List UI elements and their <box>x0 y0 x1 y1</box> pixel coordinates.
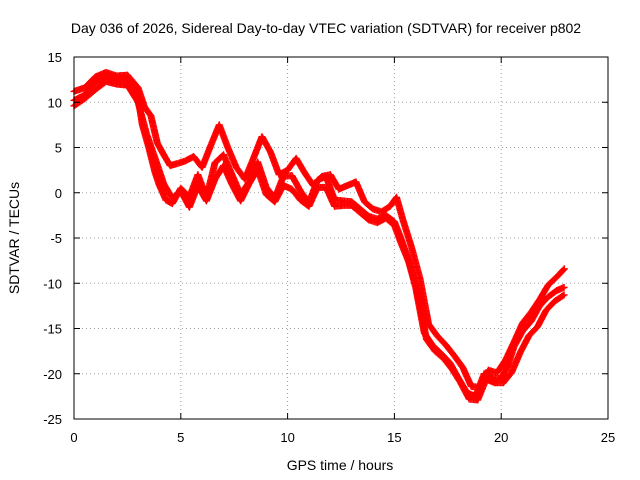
y-tick-label: -10 <box>43 276 62 291</box>
data-point <box>560 291 568 299</box>
chart-title: Day 036 of 2026, Sidereal Day-to-day VTE… <box>71 20 581 36</box>
x-tick-label: 0 <box>70 430 77 445</box>
y-tick-label: -25 <box>43 412 62 427</box>
data-point <box>559 266 567 274</box>
y-tick-label: -20 <box>43 367 62 382</box>
y-tick-label: -15 <box>43 322 62 337</box>
x-tick-label: 5 <box>177 430 184 445</box>
x-axis-label: GPS time / hours <box>287 457 394 473</box>
y-tick-label: 5 <box>55 141 62 156</box>
y-tick-label: 10 <box>48 95 62 110</box>
y-tick-label: 0 <box>55 186 62 201</box>
y-tick-label: -5 <box>50 231 62 246</box>
data-point <box>559 292 567 300</box>
x-tick-label: 25 <box>601 430 615 445</box>
data-point <box>560 283 568 291</box>
x-tick-label: 15 <box>387 430 401 445</box>
data-points <box>70 68 568 404</box>
data-point <box>560 265 568 273</box>
axis-ticks: 0 5 10 15 20 25 15 10 5 0 -5 -10 -15 -20 -25 <box>43 50 615 445</box>
grid-lines <box>74 57 608 419</box>
y-tick-label: 15 <box>48 50 62 65</box>
x-tick-label: 10 <box>280 430 294 445</box>
y-axis-label: SDTVAR / TECUs <box>6 182 22 294</box>
x-tick-label: 20 <box>494 430 508 445</box>
